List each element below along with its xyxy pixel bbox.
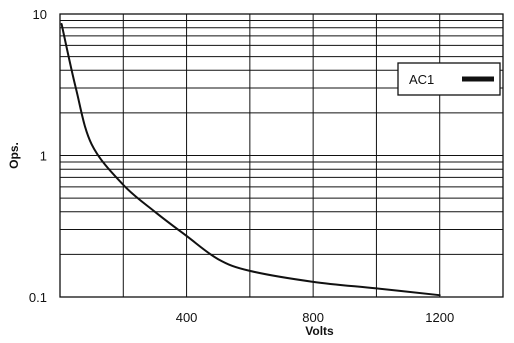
x-axis-title: Volts xyxy=(305,324,334,338)
legend-box xyxy=(397,62,501,96)
legend-label: AC1 xyxy=(409,72,434,87)
x-tick-labels: 400 800 1200 xyxy=(176,310,454,325)
y-tick-label: 10 xyxy=(33,7,47,22)
legend: AC1 xyxy=(397,62,501,96)
y-tick-label: 1 xyxy=(40,149,47,164)
y-tick-label: 0.1 xyxy=(29,290,47,305)
x-tick-label: 1200 xyxy=(425,310,454,325)
y-axis-title: Ops. xyxy=(7,142,21,169)
y-tick-labels: 10 1 0.1 xyxy=(29,7,47,305)
x-tick-label: 400 xyxy=(176,310,198,325)
plot-frame xyxy=(59,13,504,298)
grid xyxy=(60,14,503,297)
x-tick-label: 800 xyxy=(302,310,324,325)
series-group xyxy=(60,22,441,297)
series-line-ac1 xyxy=(60,22,441,297)
